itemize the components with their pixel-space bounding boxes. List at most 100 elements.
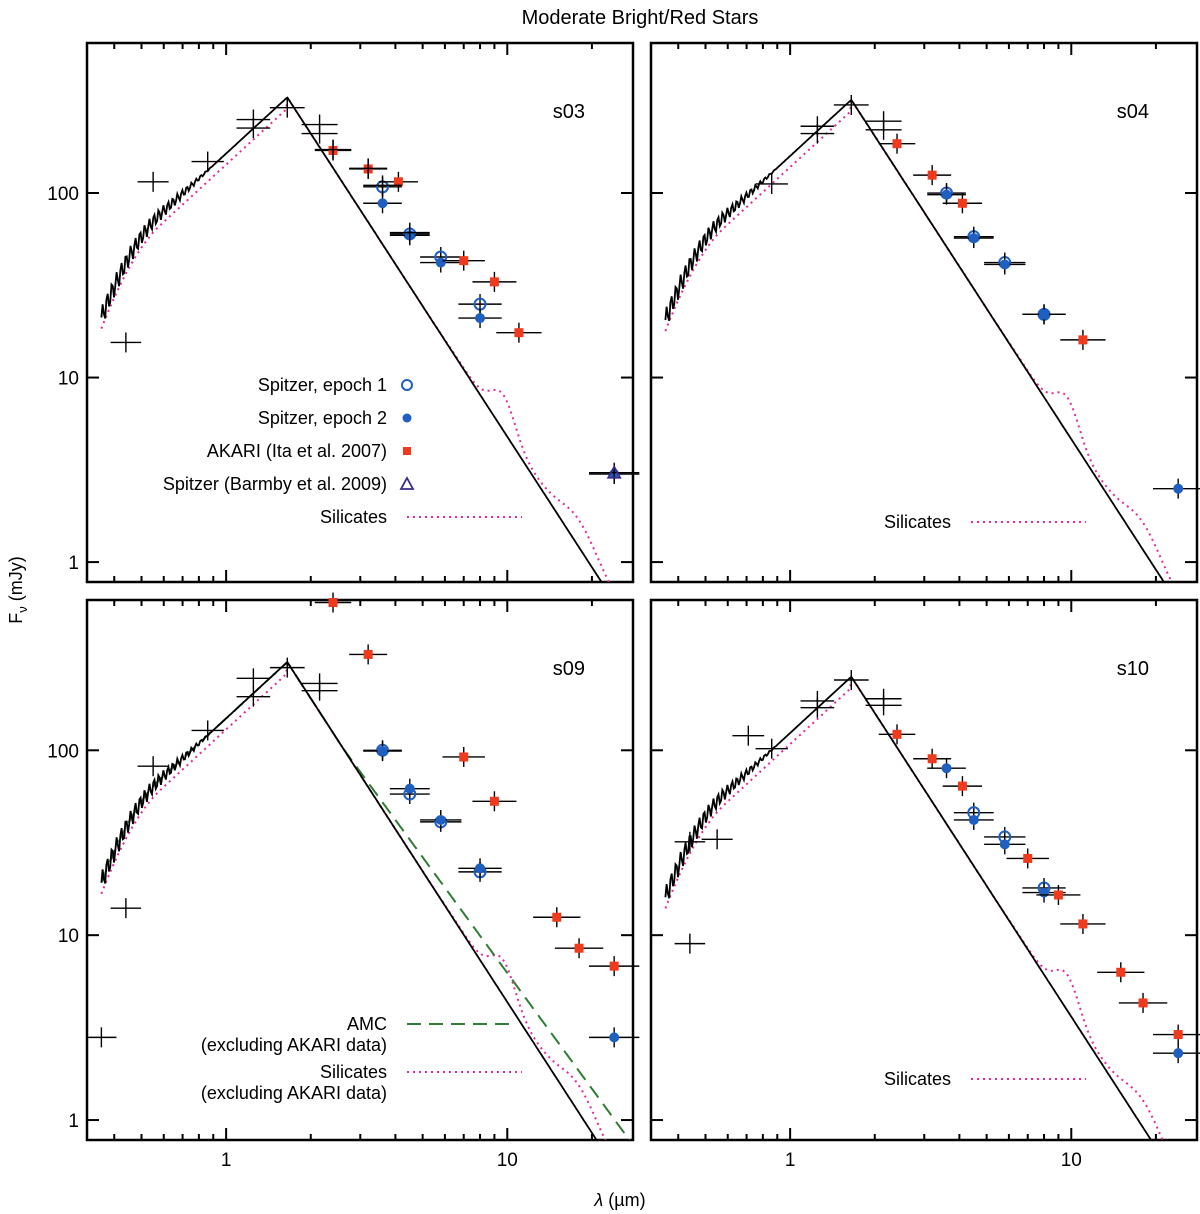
y-tick-label: 100 [47,184,79,205]
data-point [800,116,835,137]
legend-sublabel: (excluding AKARI data) [201,1035,387,1055]
data-point [389,778,430,799]
x-axis-label: λ (µm) [593,1190,645,1210]
panel-label: s04 [1117,101,1149,123]
data-point [442,746,485,767]
legend-label: Silicates [884,512,951,532]
data-point [833,669,869,690]
data-point [927,758,966,779]
data-point [236,109,271,130]
data-point [865,119,902,140]
data-point [732,725,765,746]
data-point [674,933,706,954]
data-point [363,175,402,196]
legend-label: Silicates [320,507,387,527]
data-point [378,171,419,192]
data-point [363,193,402,214]
plot-frame [85,598,635,1142]
data-point [442,250,485,271]
data-point [349,644,388,665]
legend-label: Silicates [884,1069,951,1089]
data-point [1097,962,1145,983]
data-point [301,680,338,701]
data-point [588,462,640,483]
data-point [349,158,388,179]
data-point [236,668,271,689]
data-point [110,898,142,919]
data-point [314,592,352,613]
data-point [458,858,502,879]
legend-label: AKARI (Ita et al. 2007) [207,441,387,461]
data-point [984,254,1026,275]
data-point [833,94,869,115]
data-point [389,222,430,243]
silicates-model-line [664,674,1164,1140]
plot-frame [85,41,635,584]
data-point [1152,1024,1200,1045]
panel-label: s10 [1117,658,1149,680]
legend: Silicates [884,512,1086,532]
data-point [472,271,517,292]
data-point [927,184,966,205]
legend-label: Spitzer, epoch 1 [258,375,387,395]
x-tick-label: 1 [221,1150,232,1171]
data-point [588,1027,640,1048]
data-point [269,657,305,678]
data-point [363,741,402,762]
panel-label: s09 [553,658,585,680]
legend: Spitzer, epoch 1 Spitzer, epoch 2 AKARI (I… [163,375,522,527]
data-point [191,151,224,172]
x-tick-label: 10 [1061,1150,1082,1171]
panel-s10: 1 10 s10 Silicates [649,598,1200,1171]
data-point [913,748,952,769]
data-point [1036,884,1081,905]
data-point [942,193,983,214]
data-point [269,97,305,118]
data-point [1060,913,1106,934]
data-point [137,171,169,192]
data-point [1152,1043,1200,1064]
data-point [865,695,902,716]
data-point [533,907,581,928]
plot-frame [649,598,1199,1142]
stellar-model-line [100,96,603,582]
x-tick-label: 10 [497,1150,518,1171]
stellar-model-line [100,661,598,1140]
data-point [301,123,338,144]
legend-label: Spitzer, epoch 2 [258,408,387,428]
plot-frame [649,41,1199,584]
data-point [1118,992,1168,1013]
data-point [984,834,1026,855]
data-point [913,165,952,186]
y-tick-label: 100 [47,741,79,762]
data-point [472,791,517,812]
data-point [496,322,542,343]
data-point [137,756,169,777]
data-point [755,738,788,759]
y-tick-label: 1 [68,553,79,574]
y-tick-label: 10 [58,926,79,947]
data-point [1060,329,1106,350]
y-tick-label: 1 [68,1111,79,1132]
data-point [1006,848,1049,869]
data-point [458,308,502,329]
data-point [554,938,604,959]
data-point [314,139,352,160]
panel-s04: s04 Silicates [649,41,1200,584]
data-point [953,228,994,249]
data-point [420,809,462,830]
y-axis-label: Fν (mJy) [6,556,30,623]
data-point [1152,478,1200,499]
y-tick-label: 10 [58,369,79,390]
data-point [110,332,142,353]
panel-label: s03 [553,101,585,123]
legend: Silicates [884,1069,1086,1089]
data-point [800,690,835,711]
data-point [942,776,983,797]
data-point [191,720,224,741]
data-point [674,831,706,852]
data-point [1022,304,1066,325]
data-point [878,133,916,154]
